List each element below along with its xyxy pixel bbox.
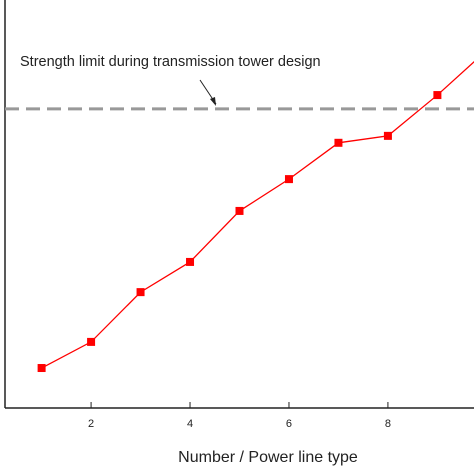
x-axis-label: Number / Power line type	[178, 449, 358, 466]
x-tick-label: 4	[187, 418, 193, 430]
marker	[433, 91, 442, 100]
series-line	[41, 60, 474, 369]
marker	[136, 288, 145, 297]
marker	[37, 364, 46, 373]
marker	[383, 131, 392, 140]
marker	[235, 206, 244, 215]
x-tick-label: 2	[88, 418, 94, 430]
arrow-head	[210, 97, 216, 106]
marker	[87, 337, 96, 346]
marker	[186, 257, 195, 266]
x-tick-label: 6	[286, 418, 292, 430]
marker	[334, 138, 343, 147]
marker	[284, 175, 293, 184]
x-tick-label: 8	[385, 418, 391, 430]
annotation: Strength limit during transmission tower…	[20, 54, 321, 70]
